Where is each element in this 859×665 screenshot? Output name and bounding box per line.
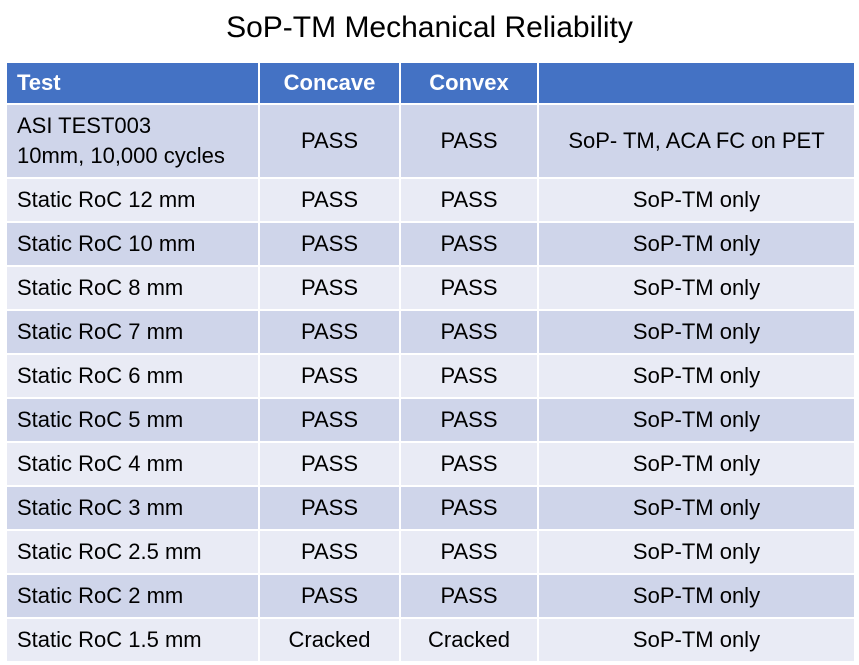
concave-result: PASS (258, 397, 401, 443)
header-notes (537, 61, 856, 105)
note-cell: SoP-TM only (537, 573, 856, 619)
concave-result: PASS (258, 103, 401, 179)
slide-title: SoP-TM Mechanical Reliability (226, 11, 633, 44)
table-row: Static RoC 10 mm PASS PASS SoP-TM only (5, 221, 856, 267)
convex-result: PASS (399, 221, 539, 267)
concave-result: PASS (258, 441, 401, 487)
table-row: Static RoC 12 mm PASS PASS SoP-TM only (5, 177, 856, 223)
header-test: Test (5, 61, 260, 105)
note-cell: SoP-TM only (537, 485, 856, 531)
note-cell: SoP-TM only (537, 353, 856, 399)
test-cell: ASI TEST003 10mm, 10,000 cycles (5, 103, 260, 179)
convex-result: PASS (399, 573, 539, 619)
test-cell: Static RoC 3 mm (5, 485, 260, 531)
table-row: Static RoC 2.5 mm PASS PASS SoP-TM only (5, 529, 856, 575)
concave-result: PASS (258, 485, 401, 531)
table-row: Static RoC 4 mm PASS PASS SoP-TM only (5, 441, 856, 487)
reliability-table: Test Concave Convex ASI TEST003 10mm, 10… (5, 61, 856, 663)
concave-result: Cracked (258, 617, 401, 663)
concave-result: PASS (258, 265, 401, 311)
test-cell: Static RoC 4 mm (5, 441, 260, 487)
table-row: Static RoC 7 mm PASS PASS SoP-TM only (5, 309, 856, 355)
note-cell: SoP-TM only (537, 177, 856, 223)
convex-result: PASS (399, 441, 539, 487)
note-cell: SoP-TM only (537, 309, 856, 355)
table-row: Static RoC 2 mm PASS PASS SoP-TM only (5, 573, 856, 619)
convex-result: PASS (399, 353, 539, 399)
test-cell: Static RoC 5 mm (5, 397, 260, 443)
note-cell: SoP-TM only (537, 617, 856, 663)
table-header-row: Test Concave Convex (5, 61, 856, 105)
test-cell: Static RoC 1.5 mm (5, 617, 260, 663)
note-cell: SoP-TM only (537, 441, 856, 487)
concave-result: PASS (258, 529, 401, 575)
note-cell: SoP-TM only (537, 529, 856, 575)
convex-result: PASS (399, 309, 539, 355)
test-cell: Static RoC 10 mm (5, 221, 260, 267)
table-row: ASI TEST003 10mm, 10,000 cycles PASS PAS… (5, 103, 856, 179)
convex-result: Cracked (399, 617, 539, 663)
note-cell: SoP- TM, ACA FC on PET (537, 103, 856, 179)
test-cell: Static RoC 12 mm (5, 177, 260, 223)
table-row: Static RoC 6 mm PASS PASS SoP-TM only (5, 353, 856, 399)
header-concave: Concave (258, 61, 401, 105)
table-row: Static RoC 3 mm PASS PASS SoP-TM only (5, 485, 856, 531)
test-cell: Static RoC 7 mm (5, 309, 260, 355)
convex-result: PASS (399, 397, 539, 443)
header-convex: Convex (399, 61, 539, 105)
test-cell: Static RoC 6 mm (5, 353, 260, 399)
concave-result: PASS (258, 353, 401, 399)
convex-result: PASS (399, 265, 539, 311)
table-row: Static RoC 8 mm PASS PASS SoP-TM only (5, 265, 856, 311)
concave-result: PASS (258, 573, 401, 619)
note-cell: SoP-TM only (537, 397, 856, 443)
note-cell: SoP-TM only (537, 221, 856, 267)
convex-result: PASS (399, 103, 539, 179)
convex-result: PASS (399, 177, 539, 223)
concave-result: PASS (258, 309, 401, 355)
concave-result: PASS (258, 221, 401, 267)
test-cell: Static RoC 2 mm (5, 573, 260, 619)
test-cell: Static RoC 2.5 mm (5, 529, 260, 575)
table-row: Static RoC 1.5 mm Cracked Cracked SoP-TM… (5, 617, 856, 663)
table-row: Static RoC 5 mm PASS PASS SoP-TM only (5, 397, 856, 443)
convex-result: PASS (399, 485, 539, 531)
convex-result: PASS (399, 529, 539, 575)
concave-result: PASS (258, 177, 401, 223)
test-cell: Static RoC 8 mm (5, 265, 260, 311)
note-cell: SoP-TM only (537, 265, 856, 311)
